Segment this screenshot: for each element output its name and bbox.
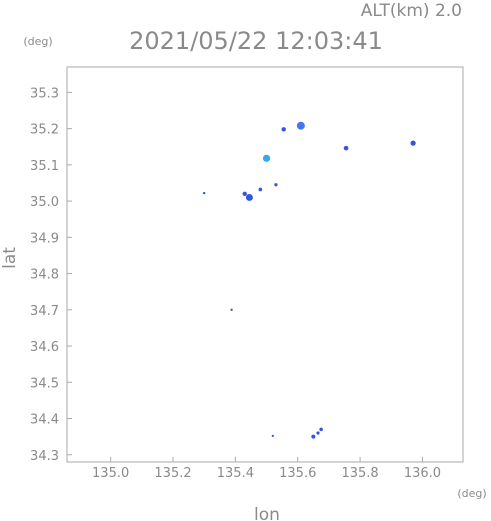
- y-tick-label: 34.4: [30, 413, 59, 428]
- y-unit-label: (deg): [23, 35, 52, 48]
- echo-point: [242, 191, 247, 197]
- echo-point: [281, 127, 286, 132]
- y-tick-label: 34.6: [30, 340, 59, 355]
- x-tick-label: 135.0: [92, 466, 129, 481]
- echo-point: [316, 431, 320, 435]
- x-unit-label: (deg): [457, 487, 486, 500]
- y-tick-label: 34.7: [30, 304, 59, 319]
- plot-frame: [66, 66, 464, 463]
- x-tick-label: 135.4: [217, 466, 254, 481]
- altitude-label: ALT(km) 2.0: [361, 1, 462, 21]
- y-tick-label: 35.0: [30, 195, 59, 210]
- echo-point: [245, 193, 253, 201]
- y-tick-label: 35.2: [30, 123, 59, 138]
- echo-point: [202, 191, 206, 195]
- x-tick-label: 135.2: [154, 466, 191, 481]
- y-tick-label: 34.3: [30, 449, 59, 464]
- echo-point: [258, 187, 263, 192]
- chart-title: 2021/05/22 12:03:41: [129, 27, 383, 55]
- x-tick-label: 136.0: [404, 466, 441, 481]
- x-axis-ticks: 135.0 135.2 135.4 135.6 135.8 136.0: [92, 457, 441, 481]
- x-axis-label: lon: [254, 505, 280, 521]
- echo-point: [274, 183, 278, 187]
- y-tick-label: 35.1: [30, 159, 59, 174]
- echo-point: [230, 308, 233, 311]
- echo-point: [296, 121, 305, 130]
- echo-point: [410, 140, 416, 146]
- y-tick-label: 35.3: [30, 86, 59, 101]
- echo-point: [311, 434, 316, 439]
- x-tick-label: 135.6: [279, 466, 316, 481]
- y-axis-ticks: 34.3 34.4 34.5 34.6 34.7 34.8 34.9 35.0 35.1 35.2…: [30, 86, 72, 464]
- y-tick-label: 34.9: [30, 231, 59, 246]
- x-tick-label: 135.8: [341, 466, 378, 481]
- y-tick-label: 34.8: [30, 268, 59, 283]
- echo-point: [271, 434, 274, 438]
- y-tick-label: 34.5: [30, 376, 59, 391]
- echo-point: [343, 145, 349, 151]
- echo-point: [262, 154, 271, 162]
- echo-point: [319, 427, 323, 432]
- y-axis-label: lat: [0, 247, 20, 269]
- echo-points: [202, 121, 416, 439]
